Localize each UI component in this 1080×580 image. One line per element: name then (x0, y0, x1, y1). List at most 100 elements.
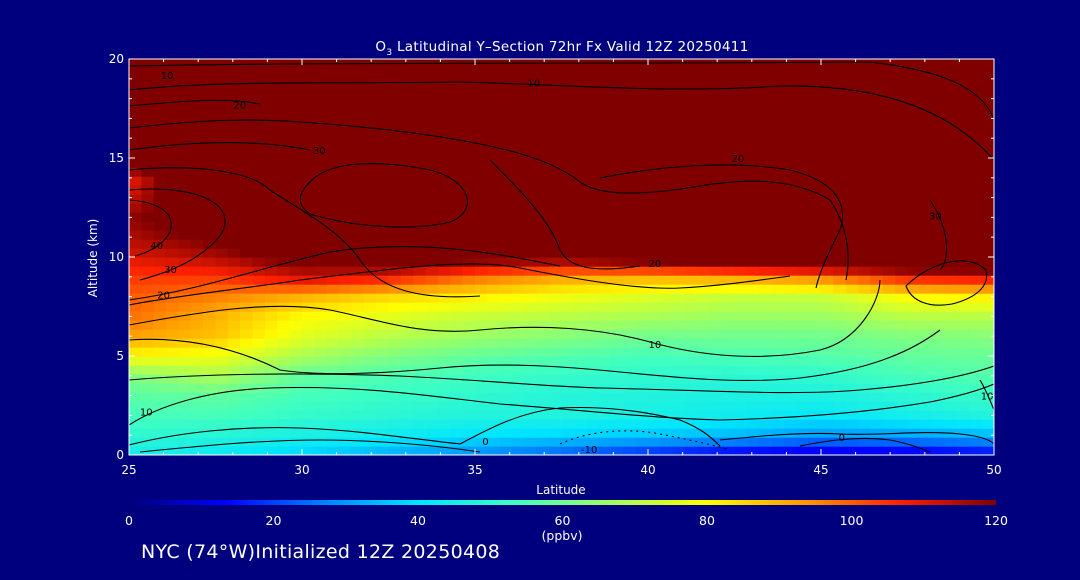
heatmap-cell (252, 419, 266, 429)
heatmap-cell (487, 167, 501, 177)
heatmap-cell (586, 203, 600, 213)
heatmap-cell (227, 95, 241, 105)
heatmap-cell (561, 356, 575, 366)
heatmap-cell (734, 446, 748, 455)
heatmap-cell (895, 275, 909, 285)
heatmap-cell (450, 293, 464, 303)
heatmap-cell (462, 320, 476, 330)
heatmap-cell (512, 140, 526, 150)
heatmap-cell (610, 86, 624, 96)
y-tick-label: 20 (109, 52, 124, 66)
heatmap-cell (339, 257, 353, 267)
heatmap-cell (598, 293, 612, 303)
heatmap-cell (400, 374, 414, 384)
heatmap-cell (487, 338, 501, 348)
heatmap-cell (882, 194, 896, 204)
heatmap-cell (956, 158, 970, 168)
heatmap-cell (339, 338, 353, 348)
heatmap-cell (796, 338, 810, 348)
heatmap-cell (141, 437, 155, 447)
heatmap-cell (858, 293, 872, 303)
heatmap-cell (932, 365, 946, 375)
heatmap-cell (610, 446, 624, 455)
heatmap-cell (252, 176, 266, 186)
heatmap-cell (969, 347, 983, 357)
heatmap-cell (969, 140, 983, 150)
heatmap-cell (314, 410, 328, 420)
heatmap-cell (264, 365, 278, 375)
heatmap-cell (882, 68, 896, 78)
heatmap-cell (376, 374, 390, 384)
heatmap-cell (833, 392, 847, 402)
heatmap-cell (141, 419, 155, 429)
heatmap-cell (833, 329, 847, 339)
heatmap-cell (153, 329, 167, 339)
heatmap-cell (783, 338, 797, 348)
heatmap-cell (956, 392, 970, 402)
heatmap-cell (363, 266, 377, 276)
heatmap-cell (882, 257, 896, 267)
heatmap-cell (227, 158, 241, 168)
heatmap-cell (833, 293, 847, 303)
heatmap-cell (734, 140, 748, 150)
heatmap-cell (783, 167, 797, 177)
heatmap-cell (907, 113, 921, 123)
heatmap-cell (956, 248, 970, 258)
heatmap-cell (697, 275, 711, 285)
heatmap-cell (499, 131, 513, 141)
heatmap-cell (363, 365, 377, 375)
heatmap-cell (277, 428, 291, 438)
heatmap-cell (400, 221, 414, 231)
heatmap-cell (932, 194, 946, 204)
heatmap-cell (425, 113, 439, 123)
colorbar-units-label: (ppbv) (542, 528, 583, 543)
heatmap-cell (277, 167, 291, 177)
heatmap-cell (425, 410, 439, 420)
heatmap-cell (648, 401, 662, 411)
heatmap-cell (882, 446, 896, 455)
heatmap-cell (376, 428, 390, 438)
contour-label: 40 (150, 241, 163, 252)
heatmap-cell (796, 347, 810, 357)
heatmap-cell (821, 383, 835, 393)
heatmap-cell (919, 284, 933, 294)
heatmap-cell (697, 68, 711, 78)
heatmap-cell (561, 338, 575, 348)
heatmap-cell (586, 131, 600, 141)
heatmap-cell (363, 284, 377, 294)
heatmap-cell (586, 428, 600, 438)
heatmap-cell (240, 104, 254, 114)
heatmap-cell (561, 311, 575, 321)
heatmap-cell (783, 383, 797, 393)
heatmap-cell (277, 311, 291, 321)
heatmap-cell (722, 284, 736, 294)
heatmap-cell (635, 77, 649, 87)
heatmap-cell (289, 230, 303, 240)
heatmap-cell (215, 122, 229, 132)
heatmap-cell (437, 185, 451, 195)
y-tick-label: 10 (109, 250, 124, 264)
heatmap-cell (437, 347, 451, 357)
heatmap-cell (153, 401, 167, 411)
heatmap-cell (808, 185, 822, 195)
heatmap-cell (586, 167, 600, 177)
heatmap-cell (277, 68, 291, 78)
heatmap-cell (203, 212, 217, 222)
heatmap-cell (598, 194, 612, 204)
heatmap-cell (190, 131, 204, 141)
heatmap-cell (141, 356, 155, 366)
heatmap-cell (227, 329, 241, 339)
heatmap-cell (697, 239, 711, 249)
heatmap-cell (512, 284, 526, 294)
heatmap-cell (944, 446, 958, 455)
contour-label: 20 (233, 101, 246, 112)
heatmap-cell (326, 248, 340, 258)
heatmap-cell (833, 374, 847, 384)
heatmap-cell (252, 158, 266, 168)
heatmap-cell (858, 95, 872, 105)
heatmap-cell (648, 77, 662, 87)
heatmap-cell (635, 113, 649, 123)
heatmap-cell (944, 374, 958, 384)
heatmap-cell (709, 113, 723, 123)
heatmap-cell (339, 446, 353, 455)
